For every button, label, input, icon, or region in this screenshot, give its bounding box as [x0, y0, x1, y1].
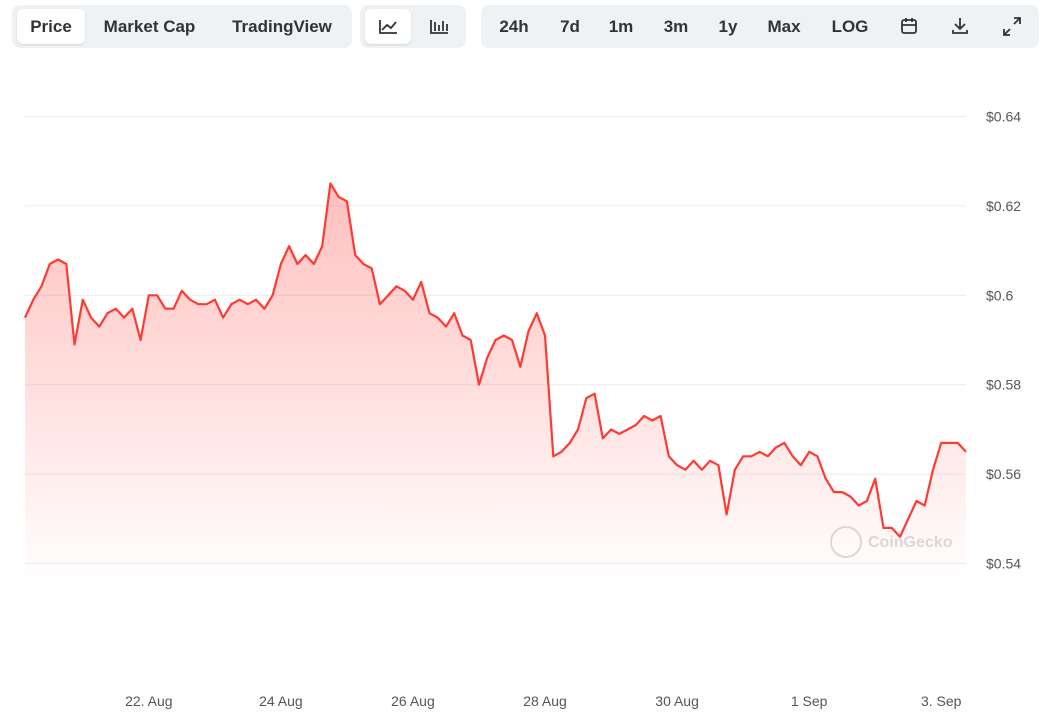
tab[interactable]: Market Cap [103, 17, 196, 36]
x-tick-label: 3. Sep [921, 693, 962, 709]
y-tick-label: $0.62 [986, 198, 1021, 214]
x-tick-label: 26 Aug [391, 693, 435, 709]
x-tick-label: 28 Aug [523, 693, 567, 709]
price-line [24, 182, 967, 538]
calendar-button[interactable] [892, 9, 926, 44]
candle-icon [430, 20, 448, 34]
expand-icon [1003, 17, 1021, 36]
range-button[interactable]: 1m [608, 17, 634, 36]
y-tick-label: $0.54 [986, 556, 1021, 572]
range-button[interactable]: 3m [663, 17, 689, 36]
range-button[interactable]: 24h [499, 17, 529, 36]
price-area [25, 183, 966, 586]
range-button[interactable]: 1y [718, 17, 738, 36]
range-bar: 24h 7d 1m 3m 1y Max LOG [481, 5, 1039, 48]
range-button[interactable]: Max [767, 17, 801, 36]
tab[interactable]: Price [17, 9, 85, 44]
fullscreen-button[interactable] [995, 9, 1029, 44]
line-icon [379, 20, 397, 34]
y-tick-label: $0.6 [986, 287, 1013, 303]
tab[interactable]: TradingView [232, 17, 332, 36]
watermark: CoinGecko [830, 526, 953, 558]
chart-style [360, 5, 466, 48]
range-button[interactable]: LOG [831, 17, 869, 36]
line-style-button[interactable] [365, 9, 411, 44]
range-button[interactable]: 7d [560, 17, 580, 36]
calendar-icon [901, 18, 917, 34]
watermark-text: CoinGecko [868, 534, 953, 551]
x-tick-label: 30 Aug [655, 693, 699, 709]
x-tick-label: 24 Aug [259, 693, 303, 709]
download-icon [952, 18, 968, 34]
candle-style-button[interactable] [416, 9, 462, 44]
view-tabs: Price Market Cap TradingView [12, 5, 352, 48]
download-button[interactable] [943, 9, 977, 44]
x-tick-label: 1 Sep [791, 693, 828, 709]
y-tick-label: $0.58 [986, 377, 1021, 393]
y-tick-label: $0.64 [986, 108, 1021, 124]
x-tick-label: 22. Aug [125, 693, 173, 709]
y-tick-label: $0.56 [986, 466, 1021, 482]
